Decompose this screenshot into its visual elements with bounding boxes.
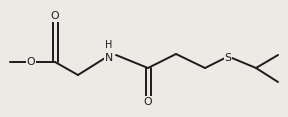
Text: S: S bbox=[225, 53, 232, 63]
Text: O: O bbox=[27, 57, 35, 67]
Text: N: N bbox=[105, 53, 113, 63]
Text: O: O bbox=[51, 11, 59, 21]
Text: H: H bbox=[105, 40, 113, 50]
Text: O: O bbox=[144, 97, 152, 107]
